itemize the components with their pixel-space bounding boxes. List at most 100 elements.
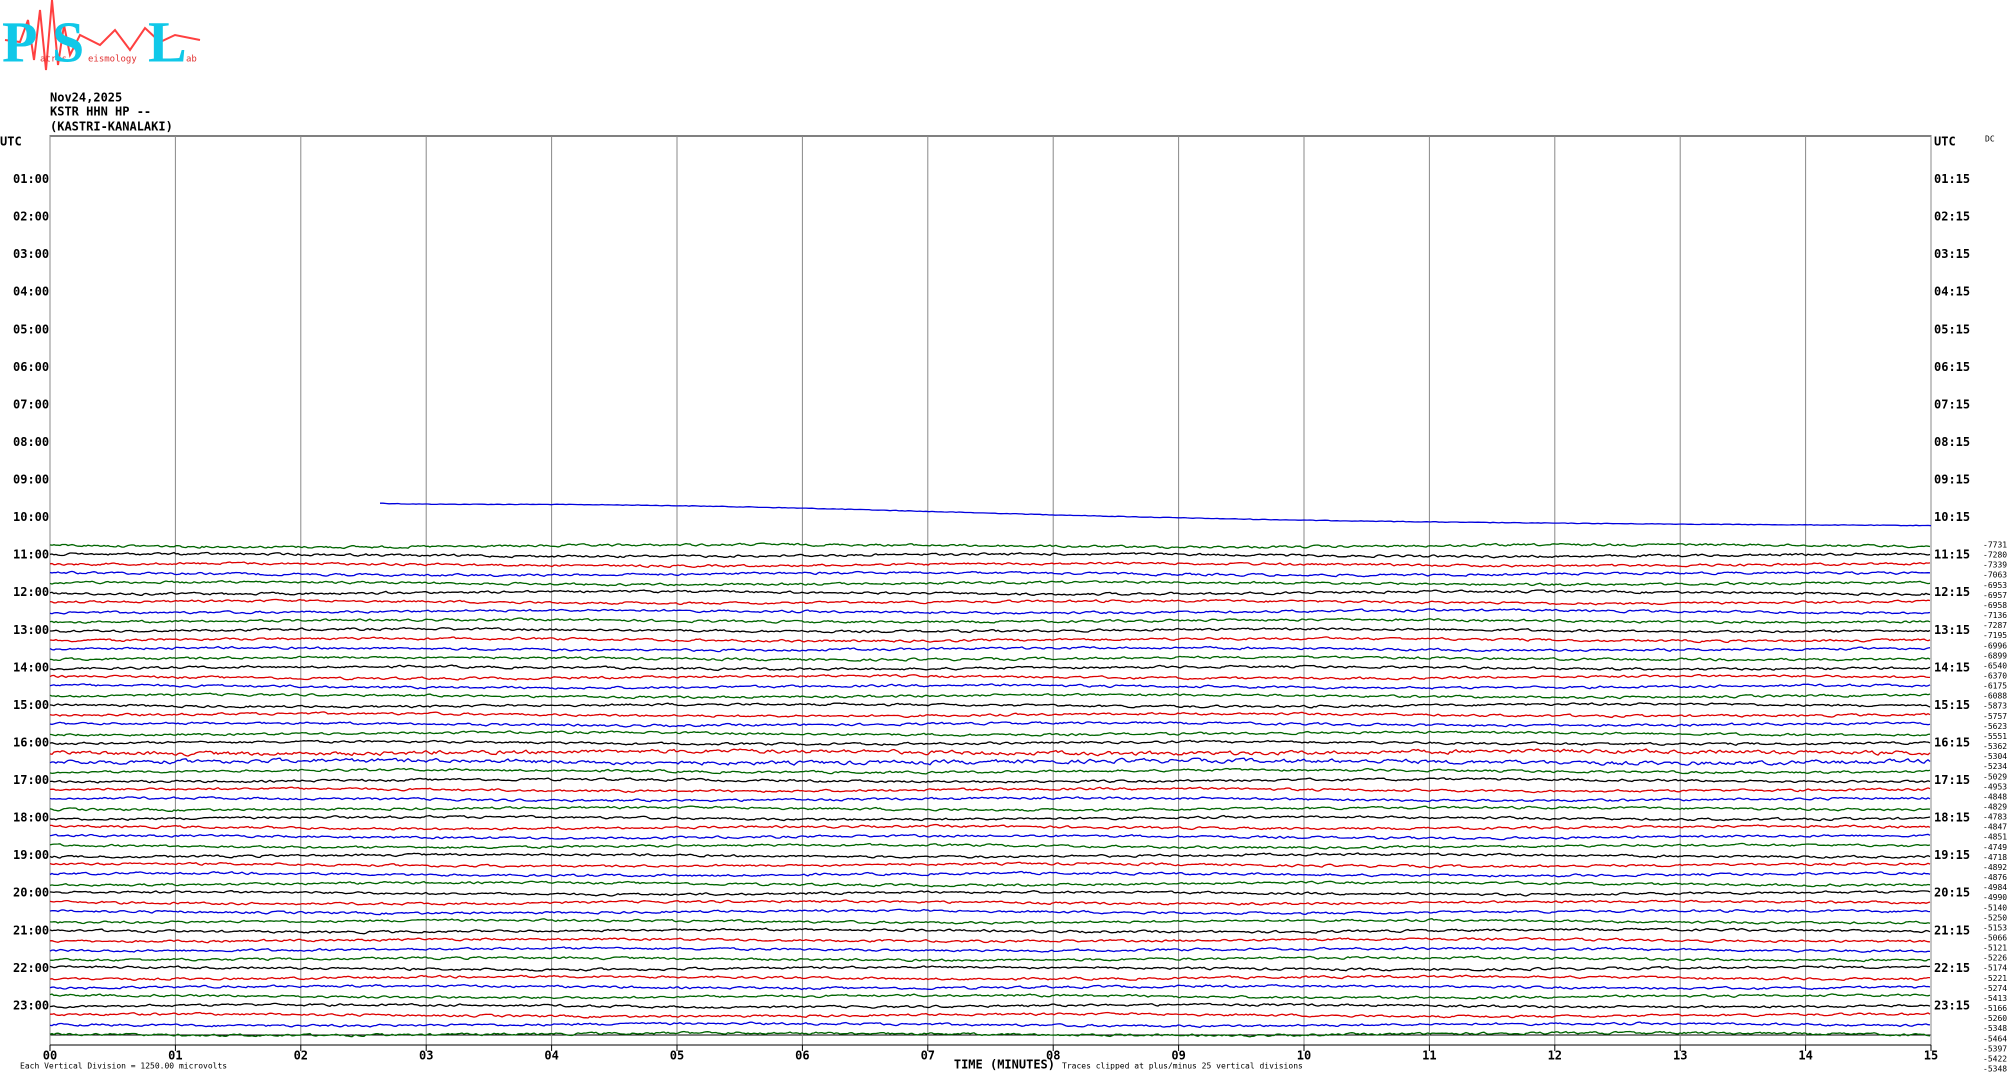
hour-label: 22:00 [13, 961, 49, 975]
dc-value: -4749 [1983, 843, 2007, 852]
trace [49, 748, 1931, 757]
logo-letter: P [2, 9, 37, 74]
hour-label: 10:15 [1934, 510, 1970, 524]
dc-value: -5304 [1983, 752, 2007, 761]
x-tick-label: 12 [1548, 1049, 1562, 1063]
logo-word: eismology [88, 55, 137, 65]
dc-value: -6957 [1983, 591, 2007, 600]
x-tick-label: 00 [43, 1049, 57, 1063]
dc-value: -4718 [1983, 853, 2007, 862]
dc-value: -5551 [1983, 732, 2007, 741]
dc-value: -4829 [1983, 803, 2007, 812]
trace [49, 570, 1931, 578]
station: KSTR HHN HP -- [50, 105, 151, 119]
trace [50, 823, 1931, 831]
dc-value: -5464 [1983, 1034, 2007, 1043]
trace [49, 946, 1931, 953]
trace [49, 721, 1931, 728]
dc-value: -5226 [1983, 954, 2007, 963]
dc-value: -5066 [1983, 934, 2007, 943]
hour-label: 15:15 [1934, 698, 1970, 712]
trace [49, 636, 1931, 644]
hour-label: 17:00 [13, 773, 49, 787]
trace [49, 580, 1931, 587]
trace [49, 1021, 1931, 1029]
x-tick-label: 05 [670, 1049, 684, 1063]
dc-value: -5274 [1983, 984, 2007, 993]
hour-label: 21:00 [13, 923, 49, 937]
dc-value: -5422 [1983, 1054, 2007, 1063]
hour-label: 18:15 [1934, 811, 1970, 825]
trace [49, 542, 1931, 550]
hour-label: 04:15 [1934, 285, 1970, 299]
hour-label: 03:00 [13, 247, 49, 261]
trace [49, 937, 1931, 944]
trace [49, 598, 1931, 606]
x-tick-label: 09 [1171, 1049, 1185, 1063]
dc-value: -4851 [1983, 833, 2007, 842]
trace [49, 1030, 1931, 1038]
trace [380, 502, 1932, 527]
dc-value: -5234 [1983, 762, 2007, 771]
dc-value: -5873 [1983, 702, 2007, 711]
trace [49, 852, 1931, 859]
dc-value: -6370 [1983, 672, 2007, 681]
hour-label: 18:00 [13, 811, 49, 825]
trace [49, 702, 1931, 709]
dc-value: -5140 [1983, 903, 2007, 912]
dc-value: -5348 [1983, 1024, 2007, 1033]
hour-label: 23:15 [1934, 998, 1970, 1012]
dc-value: -5174 [1983, 964, 2007, 973]
dc-value: -6958 [1983, 601, 2007, 610]
hour-label: 01:15 [1934, 172, 1970, 186]
hour-label: UTC [1934, 135, 1956, 149]
trace [49, 561, 1931, 569]
trace [50, 1011, 1931, 1019]
trace [49, 645, 1931, 653]
x-tick-label: 01 [168, 1049, 182, 1063]
trace [49, 757, 1931, 766]
trace [49, 673, 1930, 681]
dc-value: -5623 [1983, 722, 2007, 731]
hour-label: 16:00 [13, 735, 49, 749]
dc-value: -7731 [1983, 541, 2007, 550]
trace [49, 777, 1931, 784]
logo-word: atras [40, 55, 67, 65]
hour-label: 21:15 [1934, 923, 1970, 937]
hour-label: 06:00 [13, 360, 49, 374]
hour-label: 07:00 [13, 397, 49, 411]
hour-label: 13:00 [13, 623, 49, 637]
hour-label: UTC [0, 135, 22, 149]
trace [49, 805, 1931, 813]
trace [49, 927, 1931, 935]
dc-value: -4848 [1983, 792, 2007, 801]
hour-label: 19:15 [1934, 848, 1970, 862]
dc-value: -5397 [1983, 1044, 2007, 1053]
trace [49, 683, 1931, 690]
dc-value: -7339 [1983, 561, 2007, 570]
x-tick-label: 06 [795, 1049, 809, 1063]
hour-label: 14:00 [13, 660, 49, 674]
dc-value: -7280 [1983, 551, 2007, 560]
hour-label: 15:00 [13, 698, 49, 712]
x-tick-label: 02 [294, 1049, 308, 1063]
trace [49, 993, 1931, 1000]
hour-label: 17:15 [1934, 773, 1970, 787]
dc-label: DC [1985, 135, 1995, 144]
hour-label: 19:00 [13, 848, 49, 862]
dc-value: -5362 [1983, 742, 2007, 751]
trace [49, 692, 1931, 700]
trace [49, 617, 1931, 625]
x-tick-label: 03 [419, 1049, 433, 1063]
hour-label: 11:15 [1934, 548, 1970, 562]
hour-label: 23:00 [13, 998, 49, 1012]
hour-label: 11:00 [13, 548, 49, 562]
trace [49, 965, 1931, 972]
dc-value: -7195 [1983, 631, 2007, 640]
trace [49, 730, 1931, 737]
trace [49, 786, 1931, 794]
x-tick-label: 08 [1046, 1049, 1060, 1063]
hour-label: 08:00 [13, 435, 49, 449]
